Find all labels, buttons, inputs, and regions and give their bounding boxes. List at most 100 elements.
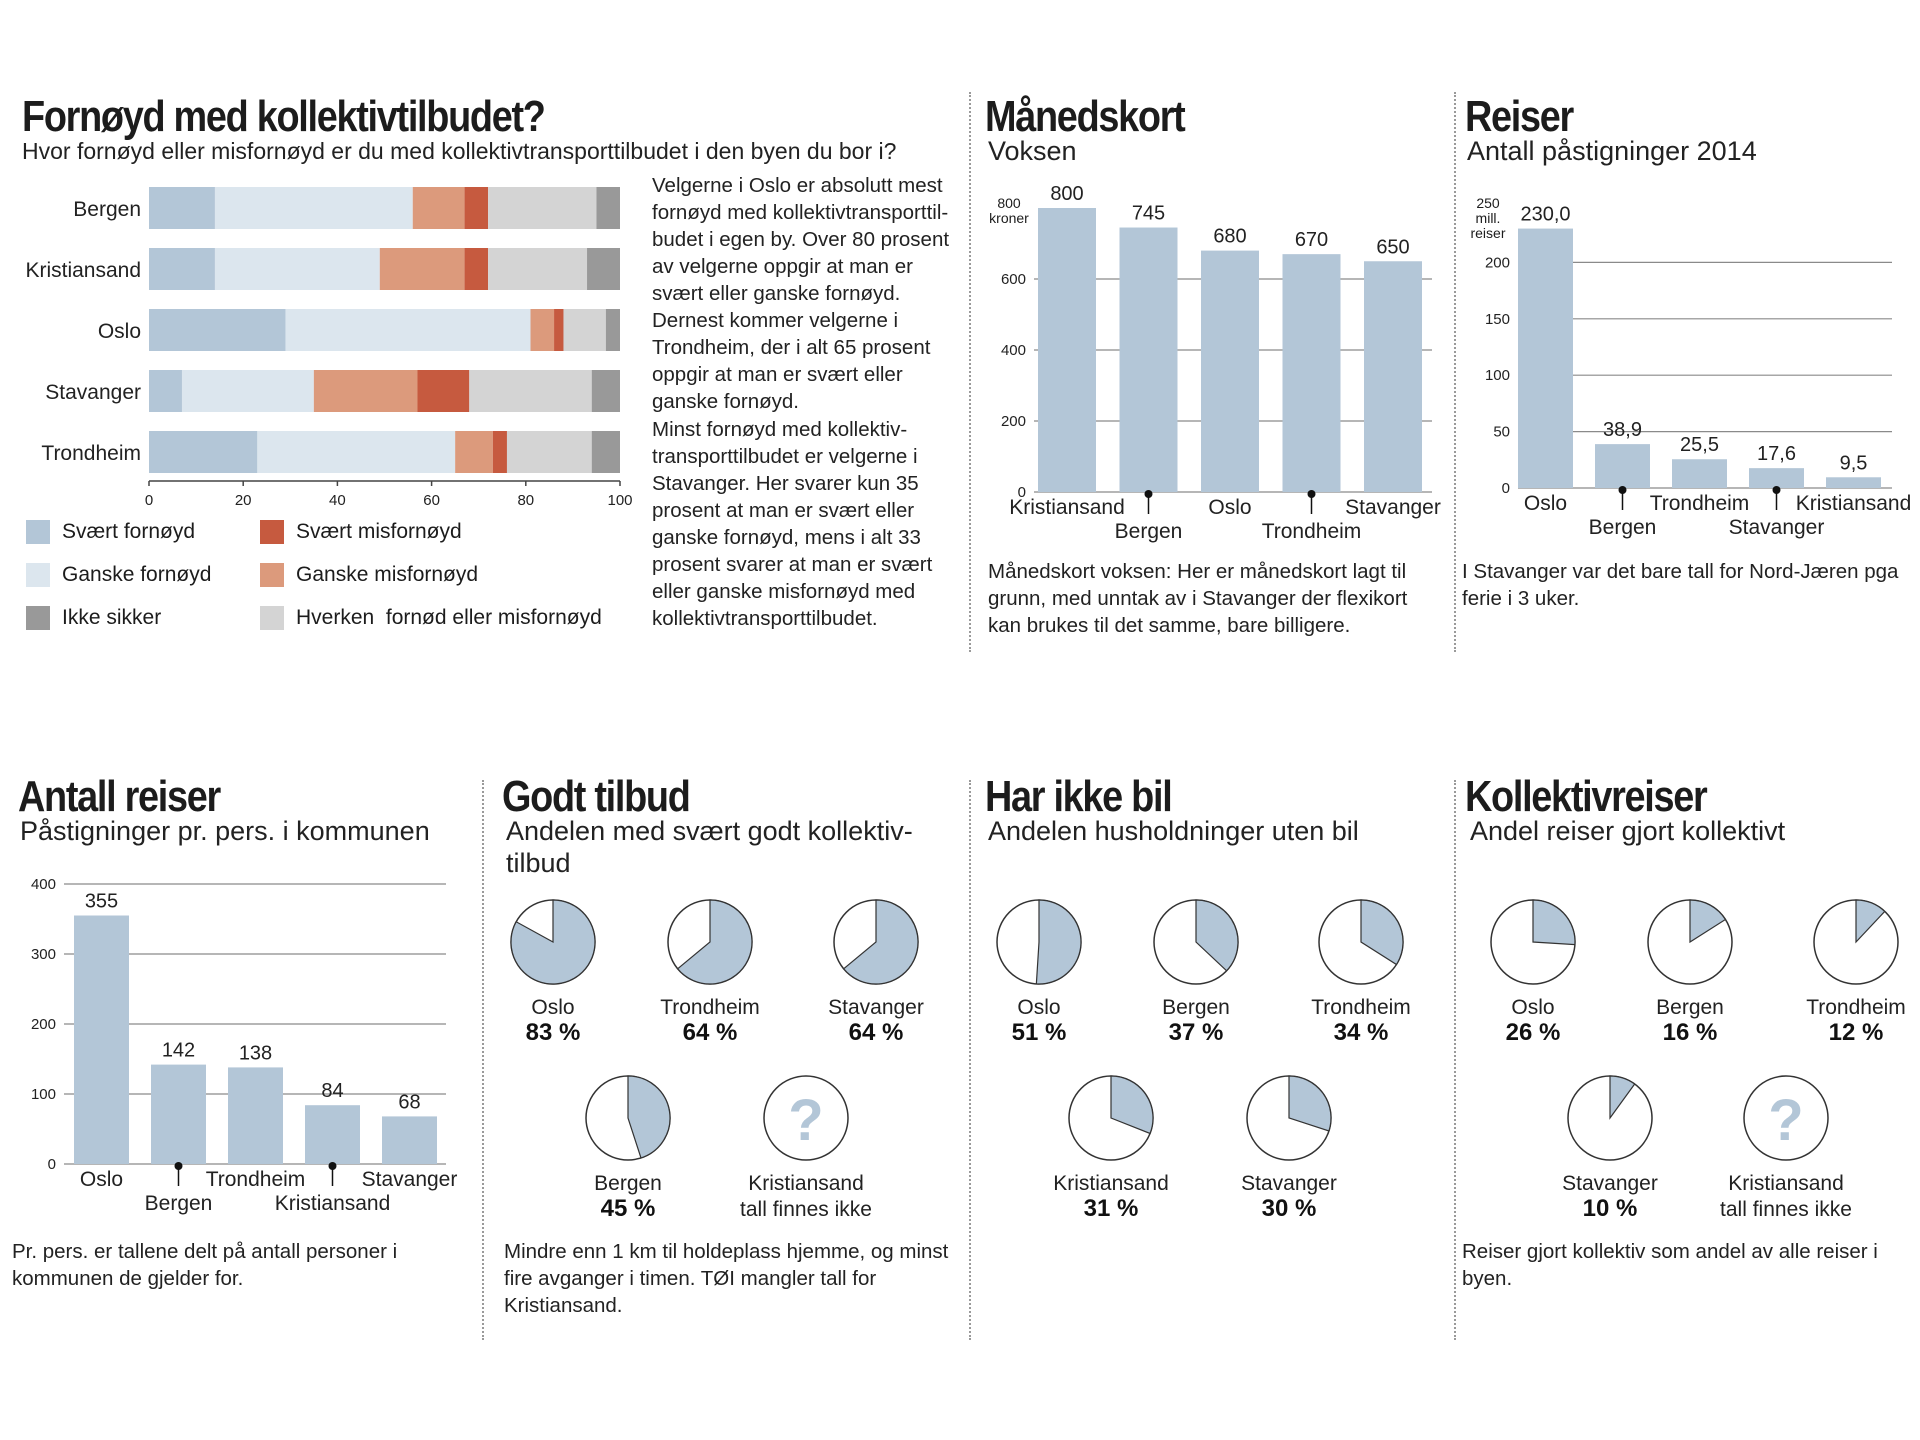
legend-swatch-hverken bbox=[260, 606, 284, 630]
label-leader-dot bbox=[1618, 486, 1627, 494]
pie-category-label: Stavanger bbox=[828, 996, 924, 1019]
y-tick-label: 200 bbox=[1001, 413, 1026, 430]
separator bbox=[482, 780, 484, 1340]
bar bbox=[1826, 477, 1881, 488]
good-subtitle-line2: tilbud bbox=[506, 848, 571, 878]
pie-slice bbox=[1035, 899, 1082, 985]
legend-label: Svært misfornøyd bbox=[296, 520, 462, 543]
pie-category-label: Bergen bbox=[594, 1172, 662, 1195]
transit-title: Kollektivreiser bbox=[1465, 772, 1708, 821]
monthly-bar-chart: 0 200 400 600 800 Kristiansand 745 Bergen 680 Osl… bbox=[1001, 183, 1441, 543]
category-label: Kristiansand bbox=[25, 259, 141, 282]
label-leader-dot bbox=[1772, 486, 1781, 494]
monthly-title: Månedskort bbox=[985, 92, 1186, 141]
question-mark-icon: ? bbox=[788, 1088, 823, 1153]
bar-value-label: 142 bbox=[162, 1040, 195, 1062]
missing-data-circle bbox=[1743, 1075, 1829, 1161]
category-label: Bergen bbox=[73, 198, 141, 221]
trips-y-unit-label: 250 mill. reiser bbox=[1470, 195, 1506, 241]
bar-segment bbox=[379, 248, 465, 290]
bar-segment bbox=[464, 248, 489, 290]
pie-value-label: 12 % bbox=[1829, 1019, 1884, 1046]
missing-data-label: tall finnes ikke bbox=[1720, 1198, 1852, 1221]
pie-category-label: Oslo bbox=[1511, 996, 1554, 1019]
bar-segment bbox=[214, 187, 413, 229]
pie-slice bbox=[627, 1075, 671, 1159]
bar bbox=[1518, 228, 1573, 488]
pie-slice bbox=[1110, 1075, 1154, 1135]
bar-value-label: 745 bbox=[1132, 203, 1165, 225]
pie-category-label: Kristiansand bbox=[748, 1172, 864, 1195]
bar-segment bbox=[313, 370, 418, 412]
x-tick-label: 40 bbox=[329, 492, 346, 509]
monthly-y-unit-label: 800 kroner bbox=[989, 195, 1029, 226]
y-tick-label: 0 bbox=[48, 1156, 56, 1173]
pie-slice bbox=[1288, 1075, 1332, 1132]
satisfaction-text-2: Minst fornøyd med kollektiv-transporttil… bbox=[652, 418, 933, 630]
missing-data-label: tall finnes ikke bbox=[740, 1198, 872, 1221]
bar bbox=[1201, 250, 1259, 492]
transit-note: Reiser gjort kollektiv som andel av alle… bbox=[1462, 1240, 1878, 1290]
label-leader-dot bbox=[1307, 490, 1316, 498]
legend-item: Svært fornøyd bbox=[26, 520, 195, 544]
x-category-label: Trondheim bbox=[1650, 492, 1750, 515]
nocar-subtitle: Andelen husholdninger uten bil bbox=[988, 816, 1359, 846]
bar-value-label: 355 bbox=[85, 891, 118, 913]
bar-segment bbox=[591, 431, 620, 473]
pie-value-label: 37 % bbox=[1169, 1019, 1224, 1046]
x-tick-label: 0 bbox=[145, 492, 153, 509]
bar-segment bbox=[285, 309, 531, 351]
pie-slice bbox=[510, 899, 596, 985]
pie-value-label: 31 % bbox=[1084, 1195, 1139, 1222]
bar-value-label: 230,0 bbox=[1520, 204, 1570, 226]
pie-value-label: 83 % bbox=[526, 1019, 581, 1046]
bar-segment bbox=[591, 370, 620, 412]
pie-slice bbox=[676, 899, 753, 985]
legend-label: Ganske misfornøyd bbox=[296, 563, 479, 586]
pie-value-label: 10 % bbox=[1583, 1195, 1638, 1222]
bar bbox=[74, 915, 129, 1164]
bar-value-label: 670 bbox=[1295, 229, 1328, 251]
bar bbox=[305, 1105, 360, 1164]
legend-item: Ganske fornøyd bbox=[26, 563, 211, 587]
bar bbox=[228, 1067, 283, 1164]
satisfaction-title: Fornøyd med kollektivtilbudet? bbox=[22, 92, 546, 141]
perperson-subtitle: Påstigninger pr. pers. i kommunen bbox=[20, 816, 430, 846]
bar bbox=[1282, 254, 1341, 492]
satisfaction-text-1: Velgerne i Oslo er absolutt mest fornøyd… bbox=[652, 174, 950, 413]
bar-value-label: 138 bbox=[239, 1042, 272, 1064]
bar bbox=[1119, 227, 1178, 492]
legend-item: Hverken fornød eller misfornøyd bbox=[260, 606, 602, 630]
label-leader-dot bbox=[174, 1162, 183, 1170]
bar bbox=[1749, 468, 1804, 488]
bar-segment bbox=[149, 309, 286, 351]
y-tick-label: 200 bbox=[1485, 254, 1510, 271]
trips-bar-chart: 0 50 100 150 200 230,0 Oslo 38,9 Bergen 25,5 Trond… bbox=[1485, 204, 1911, 539]
y-tick-label: 0 bbox=[1502, 480, 1510, 497]
legend-label: Hverken fornød eller misfornøyd bbox=[296, 606, 602, 629]
bar bbox=[151, 1064, 206, 1164]
x-category-label: Bergen bbox=[145, 1192, 213, 1215]
bar-segment bbox=[214, 248, 380, 290]
pie-value-label: 51 % bbox=[1012, 1019, 1067, 1046]
x-category-label: Kristiansand bbox=[1009, 496, 1125, 519]
x-tick-label: 100 bbox=[607, 492, 632, 509]
bar-segment bbox=[563, 309, 606, 351]
bar-segment bbox=[530, 309, 555, 351]
legend-swatch-svaert-fornoyd bbox=[26, 520, 50, 544]
x-category-label: Bergen bbox=[1115, 520, 1183, 543]
bar-segment bbox=[257, 431, 456, 473]
bar-segment bbox=[587, 248, 620, 290]
x-category-label: Oslo bbox=[1208, 496, 1251, 519]
separator bbox=[1454, 92, 1456, 652]
pie-category-label: Kristiansand bbox=[1728, 1172, 1844, 1195]
pie-slice bbox=[1195, 899, 1239, 972]
bar-value-label: 800 bbox=[1050, 183, 1083, 205]
y-tick-label: 50 bbox=[1493, 424, 1510, 441]
good-note: Mindre enn 1 km til holdeplass hjemme, o… bbox=[504, 1240, 949, 1317]
bar-segment bbox=[464, 187, 489, 229]
y-tick-label: 400 bbox=[31, 876, 56, 893]
bar bbox=[1364, 261, 1422, 492]
y-tick-label: 400 bbox=[1001, 342, 1026, 359]
satisfaction-subtitle: Hvor fornøyd eller misfornøyd er du med … bbox=[22, 138, 897, 164]
